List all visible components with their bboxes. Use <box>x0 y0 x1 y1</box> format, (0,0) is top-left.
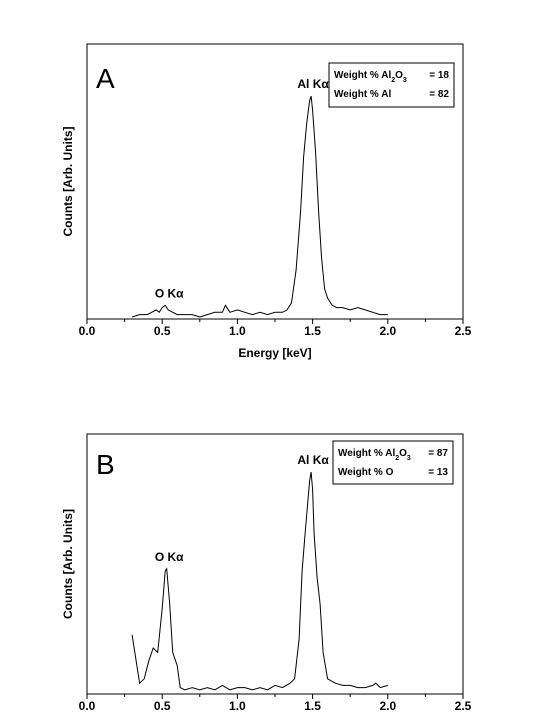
x-tick-label: 2.0 <box>379 324 396 338</box>
legend-value: = 82 <box>429 89 449 100</box>
legend-box <box>328 62 455 108</box>
x-tick-label: 0.5 <box>154 699 171 713</box>
legend-label: Weight % Al2O3 <box>338 448 411 462</box>
spectrum-line <box>131 471 388 691</box>
x-tick-label: 2.5 <box>455 324 472 338</box>
legend-value: = 87 <box>428 448 448 459</box>
legend-label: Weight % O <box>338 467 394 478</box>
x-tick-label: 1.5 <box>304 324 321 338</box>
panel-letter: A <box>96 63 115 94</box>
legend-box <box>332 440 454 485</box>
y-axis-title: Counts [Arb. Units] <box>61 509 75 619</box>
legend-label: Weight % Al2O3 <box>334 70 407 84</box>
legend-label: Weight % Al <box>334 89 391 100</box>
legend-value: = 18 <box>429 70 449 81</box>
y-axis-title: Counts [Arb. Units] <box>61 127 75 237</box>
x-tick-label: 0.0 <box>79 324 96 338</box>
peak-label: Al Kα <box>297 453 329 467</box>
x-tick-label: 2.0 <box>379 699 396 713</box>
x-tick-label: 1.0 <box>229 699 246 713</box>
x-tick-label: 1.5 <box>304 699 321 713</box>
peak-label: O Kα <box>155 286 184 300</box>
panel-b: 0.0 0.5 1.0 1.5 2.0 2.5 Counts [Arb. Units] B O … <box>61 433 472 713</box>
legend-value: = 13 <box>428 467 448 478</box>
spectrum-line <box>131 95 388 318</box>
x-tick-label: 1.0 <box>229 324 246 338</box>
x-tick-label: 2.5 <box>455 699 472 713</box>
panel-a: 0.0 0.5 1.0 1.5 2.0 2.5 Energy [keV] Counts [Ar… <box>61 43 472 360</box>
panel-letter: B <box>96 449 115 480</box>
x-axis-title: Energy [keV] <box>238 346 311 360</box>
x-tick-label: 0.0 <box>79 699 96 713</box>
peak-label: O Kα <box>155 550 184 564</box>
x-tick-label: 0.5 <box>154 324 171 338</box>
peak-label: Al Kα <box>297 77 329 91</box>
